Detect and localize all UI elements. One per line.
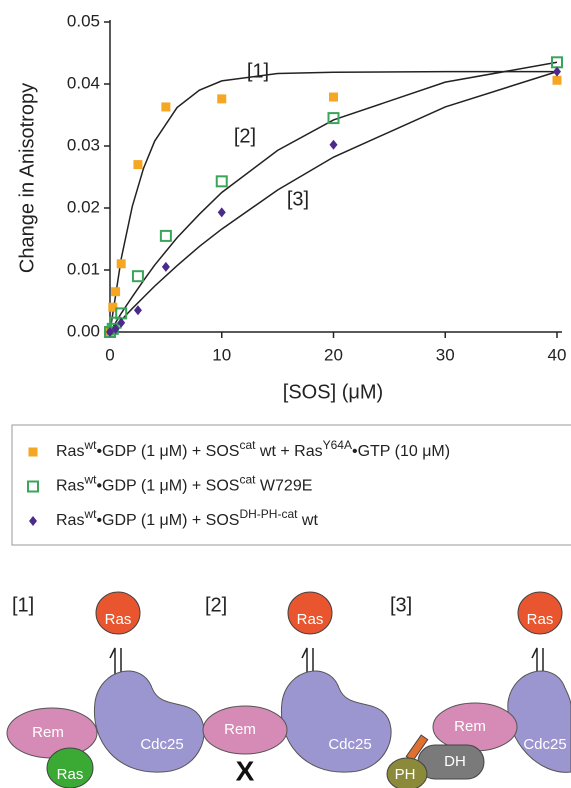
panel-label: [3] — [390, 594, 412, 616]
curve-label: [2] — [234, 125, 256, 147]
marker — [116, 259, 126, 269]
legend-text: •GTP (10 μM) — [352, 443, 450, 460]
legend-text: Ras — [56, 512, 84, 529]
legend-marker — [29, 516, 37, 526]
y-tick-label: 0.04 — [67, 73, 100, 92]
legend-frame — [11, 424, 571, 546]
marker — [217, 207, 226, 218]
curve-label: [3] — [287, 188, 309, 210]
legend-text: •GDP (1 μM) + SOS — [96, 443, 239, 460]
legend-text: cat — [239, 438, 256, 452]
x-tick-label: 20 — [324, 345, 343, 364]
ph-domain — [386, 757, 428, 788]
legend-text: wt — [83, 507, 97, 521]
y-tick-label: 0.00 — [67, 321, 100, 340]
marker — [329, 92, 338, 102]
x-axis-title: [SOS] (μM) — [283, 381, 383, 403]
legend-text: W729E — [255, 478, 312, 495]
legend-text: DH-PH-cat — [239, 507, 298, 521]
x-tick-label: 0 — [105, 345, 114, 364]
ras-protein — [287, 591, 333, 635]
rem-domain — [202, 705, 288, 755]
protein-label: PH — [395, 766, 416, 783]
cdc25-domain — [280, 670, 392, 773]
legend-text: cat — [239, 473, 256, 487]
marker — [106, 327, 114, 337]
protein-label: Ras — [297, 611, 324, 628]
protein-label: Ras — [527, 611, 554, 628]
protein-label: Rem — [32, 724, 64, 741]
legend-text: wt + Ras — [255, 443, 322, 460]
ras-protein — [95, 591, 141, 635]
cdc25-domain — [507, 670, 571, 773]
protein-label: DH — [444, 753, 466, 770]
legend-marker — [28, 447, 38, 457]
ras-protein — [517, 591, 563, 635]
y-tick-label: 0.01 — [67, 259, 100, 278]
marker — [327, 112, 340, 125]
legend-text: wt — [83, 473, 97, 487]
fit-curve — [109, 70, 557, 333]
legend-label: Raswt•GDP (1 μM) + SOSDH-PH-cat wt — [56, 507, 318, 529]
protein-label: Rem — [454, 718, 486, 735]
marker — [329, 139, 338, 150]
protein-label: Cdc25 — [523, 736, 566, 753]
marker — [133, 305, 142, 316]
protein-label: Rem — [224, 721, 256, 738]
y-tick-label: 0.03 — [67, 135, 100, 154]
legend-label: Raswt•GDP (1 μM) + SOScat W729E — [56, 473, 312, 495]
y-tick-label: 0.02 — [67, 197, 100, 216]
x-tick-label: 40 — [548, 345, 567, 364]
x-tick-label: 30 — [436, 345, 455, 364]
legend-text: •GDP (1 μM) + SOS — [96, 478, 239, 495]
diagram: [1] Ras Cdc25 Rem Ras [2] Ras Cdc25 Rem … — [6, 591, 571, 788]
marker — [161, 261, 170, 272]
protein-label: Cdc25 — [328, 736, 371, 753]
marker — [111, 323, 120, 334]
marker — [117, 317, 126, 328]
marker — [133, 160, 143, 170]
marker — [217, 94, 227, 104]
fit-curve — [109, 61, 558, 333]
panel-label: [1] — [12, 594, 34, 616]
y-tick-label: 0.05 — [67, 11, 100, 30]
fit-curve — [109, 70, 558, 333]
marker — [552, 75, 562, 85]
legend-text: Ras — [56, 443, 84, 460]
legend-marker — [27, 480, 39, 493]
panel-label: [2] — [205, 594, 227, 616]
marker — [215, 175, 228, 188]
ras-protein — [46, 747, 94, 788]
legend-label: Raswt•GDP (1 μM) + SOScat wt + RasY64A•G… — [56, 438, 450, 460]
chart: Change in Anisotropy [SOS] (μM) 0.00 0.01… — [11, 11, 571, 546]
protein-label: Ras — [57, 766, 84, 783]
legend-text: •GDP (1 μM) + SOS — [96, 512, 239, 529]
curve-label: [1] — [247, 60, 269, 82]
marker — [111, 287, 121, 297]
legend-text: wt — [297, 512, 318, 529]
cdc25-domain — [93, 670, 205, 773]
legend-text: wt — [83, 438, 97, 452]
mutation-mark: X — [236, 755, 255, 786]
legend-text: Y64A — [323, 438, 352, 452]
marker — [161, 102, 171, 112]
legend-text: Ras — [56, 478, 84, 495]
marker — [108, 302, 118, 312]
protein-label: Cdc25 — [140, 736, 183, 753]
marker — [159, 229, 172, 242]
marker — [553, 66, 561, 77]
x-tick-label: 10 — [212, 345, 231, 364]
protein-label: Ras — [105, 611, 132, 628]
y-axis-title: Change in Anisotropy — [16, 83, 38, 273]
marker — [131, 270, 144, 283]
